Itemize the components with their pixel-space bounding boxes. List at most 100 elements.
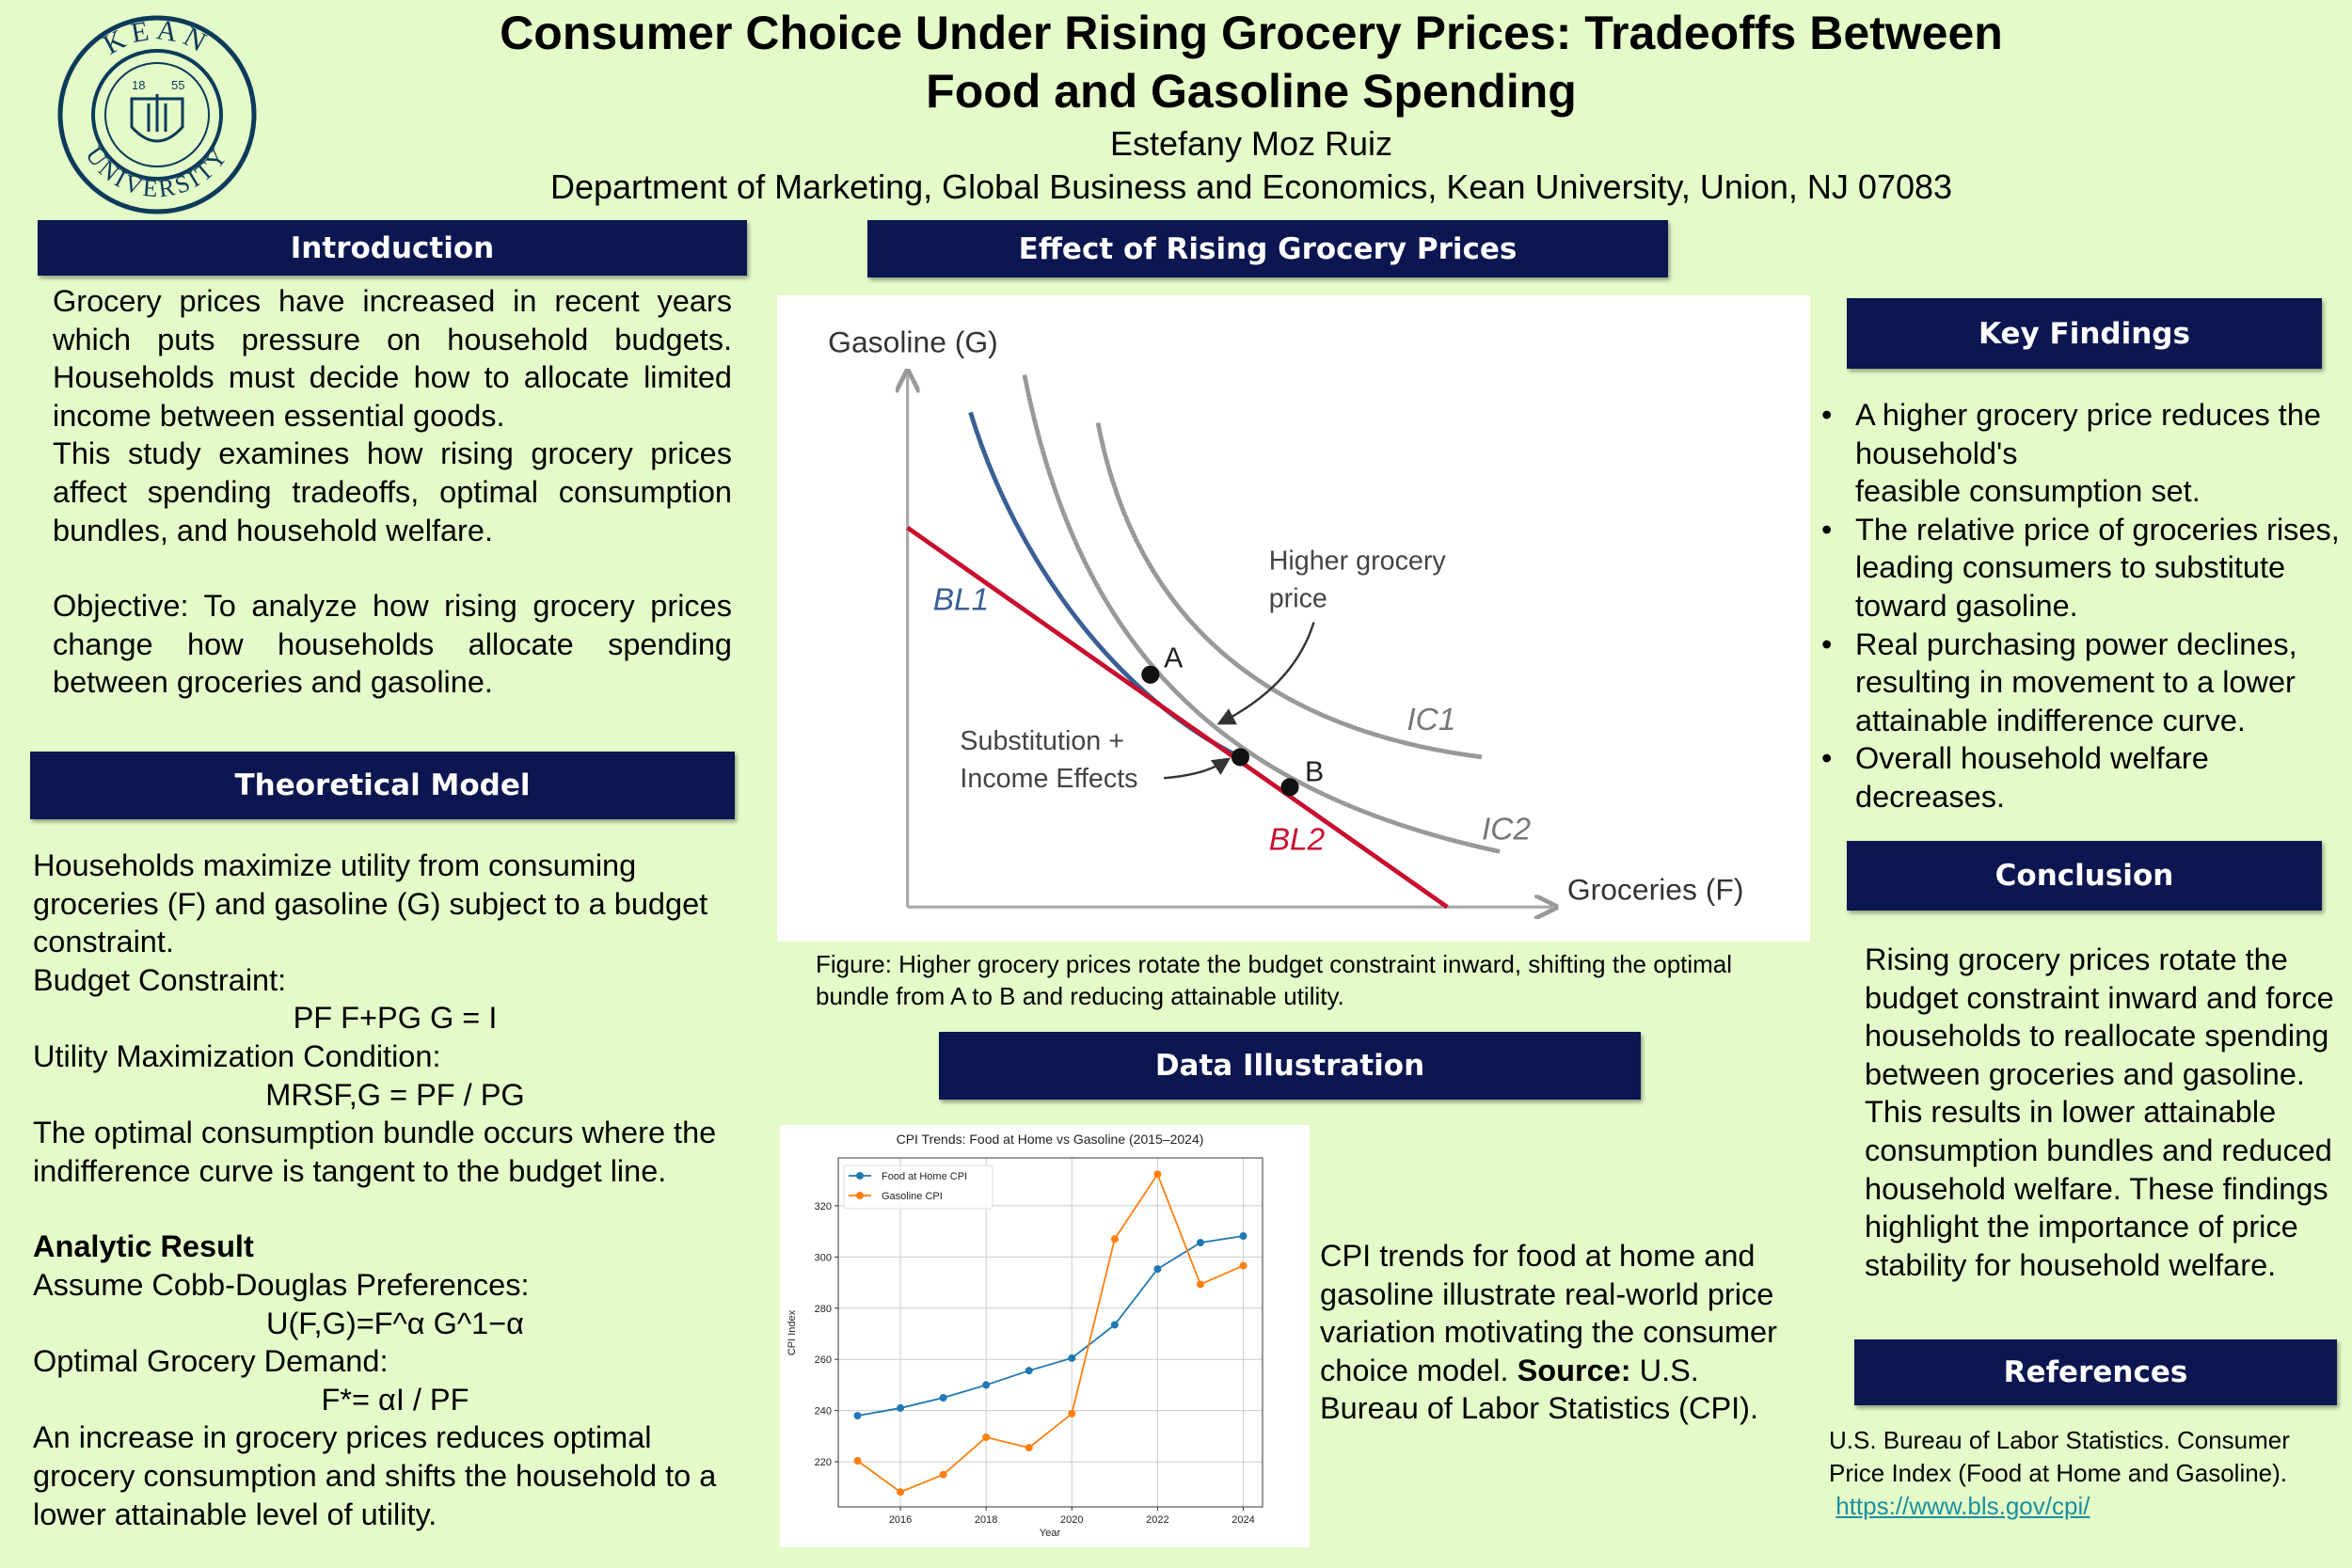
data-point — [1068, 1354, 1076, 1362]
note-substitution: Substitution + — [960, 726, 1124, 756]
finding-item: Overall household welfare decreases. — [1821, 739, 2348, 816]
ic2-curve — [1022, 374, 1501, 854]
data-description: CPI trends for food at home and gasoline… — [1320, 1237, 1790, 1428]
poster-header: Consumer Choice Under Rising Grocery Pri… — [405, 4, 2098, 209]
finding-item: A higher grocery price reduces the house… — [1821, 396, 2348, 511]
data-point — [1110, 1321, 1119, 1329]
data-point — [1196, 1280, 1204, 1289]
introduction-heading: Introduction — [38, 220, 747, 276]
label-bl1: BL1 — [933, 583, 990, 618]
theory-heading: Theoretical Model — [30, 752, 735, 819]
title-line: Food and Gasoline Spending — [926, 65, 1577, 118]
author: Estefany Moz Ruiz — [1109, 124, 1393, 163]
references-heading: References — [1854, 1339, 2337, 1405]
y-tick-label: 320 — [815, 1201, 832, 1212]
svg-text:55: 55 — [171, 78, 184, 92]
substitution-arrow — [1164, 757, 1232, 780]
note-substitution: Income Effects — [960, 764, 1137, 794]
theory-paragraph: The optimal consumption bundle occurs wh… — [33, 1116, 717, 1188]
svg-text:KEAN: KEAN — [98, 14, 216, 60]
y-tick-label: 280 — [815, 1304, 832, 1315]
data-point — [939, 1394, 947, 1402]
legend-label: Gasoline CPI — [882, 1191, 943, 1202]
data-point — [1068, 1409, 1076, 1418]
data-point — [1153, 1265, 1162, 1274]
note-price: price — [1269, 584, 1327, 614]
budget-equation: PF F+PG G = I — [293, 1001, 498, 1036]
legend-box — [843, 1164, 993, 1210]
data-point — [1025, 1444, 1033, 1452]
conclusion-text: Rising grocery prices rotate the budget … — [1865, 942, 2334, 1282]
cd-equation: U(F,G)=F^α G^1−α — [266, 1306, 524, 1340]
affiliation: Department of Marketing, Global Business… — [549, 167, 1953, 206]
x-axis-label: Year — [1040, 1528, 1061, 1539]
poster-title: Consumer Choice Under Rising Grocery Pri… — [405, 4, 2098, 120]
x-tick-label: 2018 — [975, 1514, 997, 1526]
cd-label: Assume Cobb-Douglas Preferences: — [33, 1267, 530, 1302]
data-point — [853, 1412, 862, 1420]
figure-caption: Figure: Higher grocery prices rotate the… — [816, 950, 1733, 1010]
demand-label: Optimal Grocery Demand: — [33, 1344, 389, 1379]
legend-marker — [856, 1192, 864, 1199]
finding-item: The relative price of groceries rises, l… — [1821, 511, 2348, 626]
chart-title: CPI Trends: Food at Home vs Gasoline (20… — [897, 1132, 1204, 1147]
x-tick-label: 2016 — [889, 1514, 912, 1526]
plot-frame — [837, 1157, 1263, 1508]
svg-text:18: 18 — [132, 78, 145, 92]
demand-equation: F*= αI / PF — [321, 1382, 469, 1417]
budget-constraint-diagram: Gasoline (G) Groceries (F) A B BL1 BL2 I… — [777, 295, 1810, 942]
kean-university-logo: KEAN UNIVERSITY 18 55 — [57, 14, 257, 214]
source-label: Source: — [1517, 1353, 1631, 1387]
data-illustration-heading: Data Illustration — [939, 1032, 1641, 1100]
y-tick-label: 220 — [815, 1457, 832, 1468]
reference-link[interactable]: https://www.bls.gov/cpi/ — [1836, 1492, 2090, 1520]
legend-label: Food at Home CPI — [882, 1171, 967, 1182]
theory-text: Households maximize utility from consumi… — [33, 847, 757, 1533]
data-point — [1025, 1367, 1033, 1375]
label-ic1: IC1 — [1406, 703, 1455, 737]
point-a — [1141, 665, 1160, 684]
umc-equation: MRSF,G = PF / PG — [265, 1077, 525, 1112]
label-a: A — [1164, 642, 1184, 673]
y-axis-label: Gasoline (G) — [828, 325, 998, 359]
title-line: Consumer Choice Under Rising Grocery Pri… — [500, 7, 2003, 59]
finding-item: Real purchasing power declines, resultin… — [1821, 626, 2348, 740]
data-point — [1196, 1239, 1204, 1247]
x-tick-label: 2024 — [1232, 1514, 1254, 1526]
data-point — [1153, 1170, 1162, 1179]
data-text: CPI trends for food at home and gasoline… — [1320, 1239, 1777, 1387]
intro-paragraph: This study examines how rising grocery p… — [53, 436, 732, 547]
cpi-chart: CPI Trends: Food at Home vs Gasoline (20… — [780, 1125, 1310, 1547]
theory-paragraph: Households maximize utility from consumi… — [33, 848, 708, 959]
analytic-heading: Analytic Result — [33, 1229, 254, 1264]
x-axis-label: Groceries (F) — [1567, 872, 1744, 906]
data-point — [939, 1470, 947, 1479]
x-tick-label: 2022 — [1146, 1514, 1168, 1526]
reference-entry: U.S. Bureau of Labor Statistics. Consume… — [1829, 1426, 2290, 1487]
bl2-line — [906, 526, 1449, 910]
objective-paragraph: Objective: To analyze how rising grocery… — [53, 589, 732, 700]
data-point — [897, 1488, 905, 1497]
data-point — [897, 1403, 905, 1412]
x-tick-label: 2020 — [1060, 1514, 1083, 1526]
note-price: Higher grocery — [1269, 546, 1447, 577]
theory-paragraph: An increase in grocery prices reduces op… — [33, 1420, 717, 1531]
series-line-food — [857, 1235, 1244, 1417]
introduction-text: Grocery prices have increased in recent … — [53, 282, 732, 702]
ic1-curve — [1095, 422, 1483, 760]
label-b: B — [1305, 756, 1324, 787]
y-axis-label: CPI Index — [787, 1309, 798, 1355]
label-bl2: BL2 — [1269, 823, 1326, 858]
data-point — [1239, 1261, 1248, 1270]
data-point — [1110, 1235, 1119, 1243]
point-b — [1280, 778, 1299, 797]
legend-marker — [856, 1172, 864, 1180]
series-line-gasoline — [856, 1172, 1244, 1494]
y-tick-label: 300 — [815, 1252, 832, 1263]
key-findings-heading: Key Findings — [1847, 298, 2322, 369]
label-ic2: IC2 — [1482, 813, 1531, 847]
data-point — [982, 1381, 991, 1389]
data-point — [853, 1457, 862, 1465]
price-arrow — [1216, 622, 1315, 725]
data-point — [1239, 1232, 1248, 1241]
